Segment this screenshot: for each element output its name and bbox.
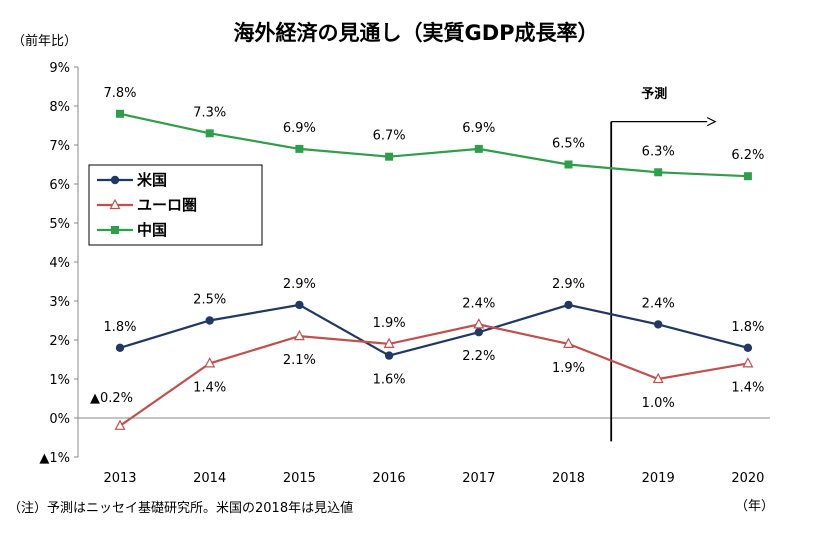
data-label-layer: 1.8% 2.5% 2.9% 1.6% 2.2% 2.9% 2.4% 1.8% ▲0.2% 1.4… — [90, 86, 764, 411]
data-label: 6.5% — [552, 137, 585, 152]
series-0 — [115, 300, 753, 360]
data-point — [654, 168, 663, 177]
series-2 — [116, 109, 752, 181]
data-label: 2.1% — [283, 353, 316, 368]
y-tick-label: 8% — [49, 100, 70, 115]
x-axis-unit-label: （年） — [735, 499, 774, 514]
data-label: 6.7% — [373, 129, 406, 144]
forecast-label: 予測 — [641, 86, 667, 102]
legend-item-label: 中国 — [137, 221, 167, 239]
data-label: 2.9% — [552, 277, 585, 292]
data-point — [564, 160, 573, 169]
data-label: 6.9% — [283, 121, 316, 136]
data-label: 2.9% — [283, 277, 316, 292]
data-label: 2.5% — [193, 293, 226, 308]
x-tick-label: 2019 — [642, 471, 675, 486]
data-label: 1.8% — [103, 320, 136, 335]
data-label: 6.2% — [731, 148, 764, 163]
y-tick-label: 5% — [49, 217, 70, 232]
data-label: 1.6% — [373, 373, 406, 388]
data-point — [563, 337, 574, 348]
data-label: 2.2% — [462, 349, 495, 364]
data-point — [742, 357, 754, 368]
data-point — [652, 372, 664, 384]
x-tick-label: 2017 — [462, 471, 495, 486]
series-layer — [114, 109, 754, 430]
data-label: ▲0.2% — [90, 391, 133, 406]
y-tick-label: 4% — [49, 256, 70, 271]
y-axis-label: （前年比） — [12, 33, 77, 49]
x-tick-label: 2018 — [552, 471, 585, 486]
data-point — [564, 300, 573, 310]
data-label: 7.8% — [103, 86, 136, 101]
forecast-marker: 予測 — [610, 86, 717, 442]
data-label: 1.4% — [193, 380, 226, 395]
legend-item-label: 米国 — [137, 171, 167, 189]
data-point — [474, 328, 483, 337]
forecast-arrow-head — [706, 117, 717, 127]
data-point — [383, 337, 395, 348]
series-1 — [114, 318, 754, 430]
data-label: 1.9% — [373, 316, 406, 331]
data-point — [205, 129, 214, 138]
y-tick-label: 7% — [49, 139, 70, 154]
series-line — [119, 112, 748, 178]
x-tick-label: 2015 — [283, 471, 316, 486]
data-label: 1.8% — [731, 320, 764, 335]
data-label: 1.4% — [731, 380, 764, 395]
x-tick-label: 2016 — [373, 471, 406, 486]
x-tick-label: 2014 — [193, 471, 226, 486]
series-line — [119, 303, 749, 357]
legend-marker — [109, 198, 121, 210]
data-point — [474, 144, 483, 153]
x-axis: 2013 2014 2015 2016 2017 2018 2019 2020 — [78, 417, 770, 486]
y-tick-label: 2% — [49, 334, 70, 349]
legend-item-label: ユーロ圏 — [137, 196, 197, 214]
data-point — [115, 343, 125, 352]
data-point — [114, 419, 126, 430]
data-point — [743, 172, 752, 181]
legend-marker — [110, 175, 120, 185]
y-axis: ▲1% 0% 1% 2% 3% 4% 5% 6% 7% 8% 9% — [39, 61, 79, 466]
data-label: 7.3% — [193, 105, 226, 120]
data-label: 6.3% — [642, 144, 675, 159]
data-label: 1.9% — [552, 361, 585, 376]
data-point — [116, 109, 124, 118]
data-point — [385, 152, 394, 161]
data-label: 6.9% — [462, 121, 495, 136]
y-tick-label: 1% — [49, 373, 70, 388]
y-tick-label: 0% — [49, 412, 70, 427]
data-point — [295, 300, 304, 310]
y-tick-label: 6% — [49, 178, 70, 193]
chart-title: 海外経済の見通し（実質GDP成長率） — [233, 21, 598, 45]
footnote: （注）予測はニッセイ基礎研究所。米国の2018年は見込値 — [8, 500, 353, 516]
x-tick-label: 2020 — [731, 471, 764, 486]
data-point — [654, 320, 663, 329]
data-label: 2.4% — [462, 296, 495, 311]
legend-marker — [111, 226, 119, 234]
data-point — [743, 343, 753, 352]
y-tick-label: 9% — [49, 61, 70, 76]
data-point — [473, 318, 485, 329]
data-point — [295, 144, 304, 153]
series-line — [119, 323, 749, 427]
data-point — [204, 357, 216, 368]
y-tick-label: ▲1% — [39, 451, 70, 466]
y-tick-label: 3% — [49, 295, 70, 310]
data-point — [293, 329, 305, 341]
data-point — [205, 316, 214, 325]
data-point — [384, 351, 394, 360]
data-label: 1.0% — [642, 396, 675, 411]
data-label: 2.4% — [642, 296, 675, 311]
x-tick-label: 2013 — [103, 471, 136, 486]
